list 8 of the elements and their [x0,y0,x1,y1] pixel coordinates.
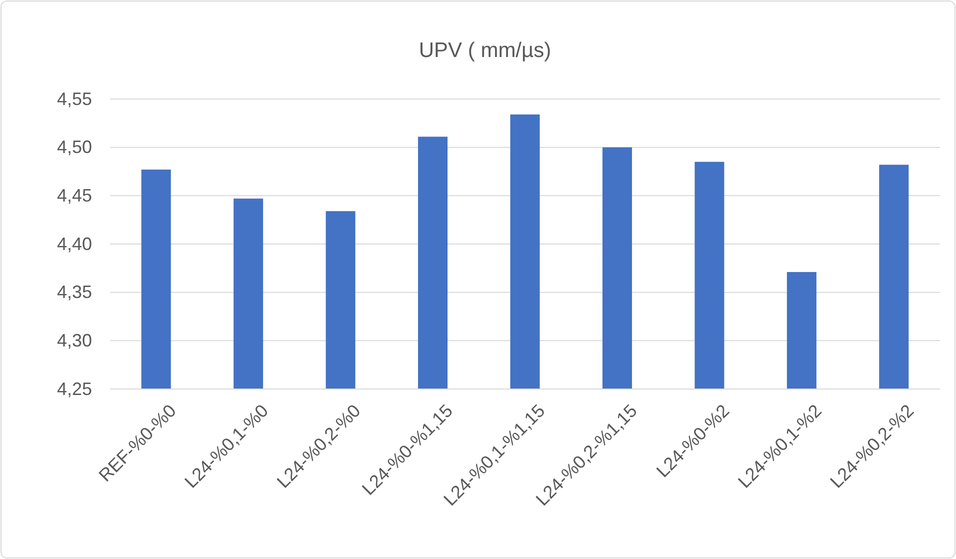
y-tick-label: 4,50 [56,137,92,158]
y-tick-label: 4,25 [56,378,92,399]
y-tick-label: 4,30 [56,330,92,350]
y-tick-label: 4,55 [56,88,92,109]
y-tick-label: 4,35 [56,282,92,302]
chart-title: UPV ( mm/µs) [418,39,552,62]
y-tick-label: 4,45 [56,185,92,206]
y-tick-label: 4,40 [56,234,92,254]
